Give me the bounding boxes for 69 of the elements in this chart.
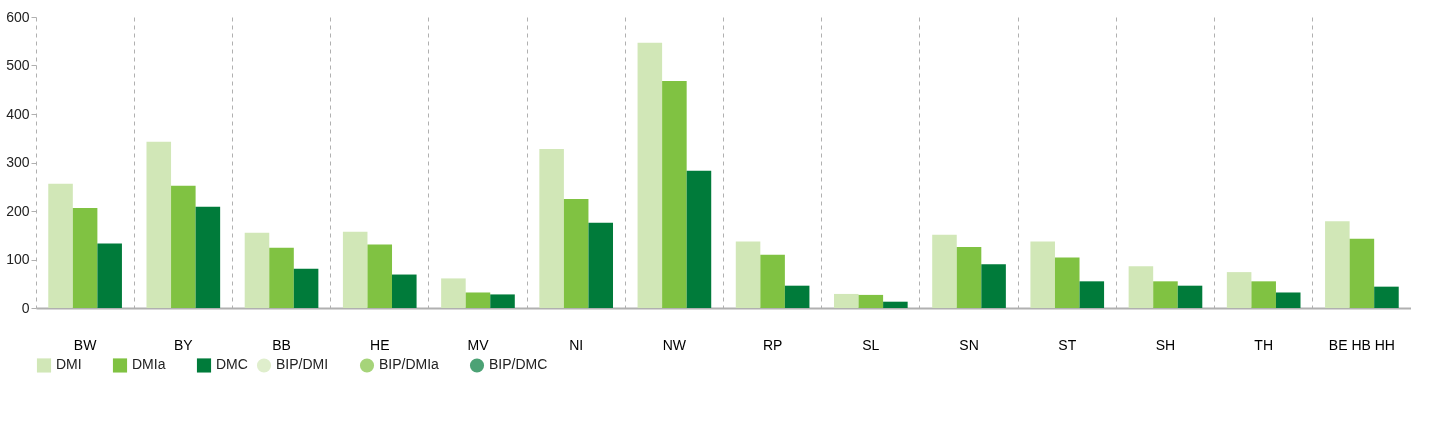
bar xyxy=(1275,292,1301,308)
x-tick-label: MV xyxy=(467,336,490,353)
bar xyxy=(760,254,785,308)
legend-label: BIP/DMIa xyxy=(379,356,440,373)
x-tick-label: RP xyxy=(762,336,783,353)
bar xyxy=(981,264,1006,308)
bar xyxy=(563,198,589,308)
bar xyxy=(932,234,957,308)
x-tick-label: SH xyxy=(1155,336,1176,353)
y-tick-label: 400 xyxy=(6,105,30,122)
y-tick-label: 300 xyxy=(6,154,30,170)
y-tick-label: 0 xyxy=(21,299,30,316)
bar xyxy=(539,148,564,308)
bar xyxy=(244,232,270,308)
x-tick-label: NW xyxy=(662,336,687,353)
bar xyxy=(662,81,687,308)
bar xyxy=(392,274,417,308)
bar xyxy=(195,206,221,308)
x-tick-label: NI xyxy=(569,336,584,353)
bar xyxy=(441,278,466,308)
bar xyxy=(171,185,196,308)
bar xyxy=(48,183,73,308)
legend-label: DMIa xyxy=(132,356,166,373)
y-tick-label: 600 xyxy=(6,8,30,25)
bar xyxy=(342,231,368,308)
x-tick-label: SL xyxy=(862,336,880,353)
bar xyxy=(956,246,982,308)
bar xyxy=(1374,286,1399,308)
bar xyxy=(883,301,908,308)
bar xyxy=(367,244,393,308)
bar xyxy=(97,243,122,308)
x-tick-label: BE HB HH xyxy=(1328,336,1395,353)
x-tick-label: BB xyxy=(272,336,291,353)
legend-label: BIP/DMC xyxy=(489,356,548,373)
bar xyxy=(1177,285,1203,308)
bar xyxy=(1325,221,1350,308)
y-tick-label: 200 xyxy=(6,202,30,219)
bar xyxy=(1251,281,1276,308)
bar xyxy=(637,42,663,308)
x-tick-label: BY xyxy=(173,336,194,353)
bar xyxy=(465,292,491,308)
y-tick-label: 100 xyxy=(6,251,30,267)
bar xyxy=(784,285,810,308)
bar xyxy=(686,170,712,308)
bar xyxy=(490,294,515,308)
bar xyxy=(1153,281,1178,308)
bar xyxy=(833,293,859,308)
x-tick-label: HE xyxy=(370,336,390,353)
bar xyxy=(858,294,884,308)
bar xyxy=(72,208,98,308)
bar xyxy=(1030,241,1055,308)
x-tick-label: ST xyxy=(1058,336,1077,353)
bar xyxy=(269,247,294,308)
bar xyxy=(1349,238,1375,308)
legend-label: DMC xyxy=(216,356,248,373)
bar xyxy=(735,241,761,308)
x-tick-label: SN xyxy=(959,336,979,353)
bar xyxy=(1079,281,1105,308)
bar xyxy=(1226,272,1252,308)
bar xyxy=(146,141,172,308)
bar xyxy=(588,222,614,308)
y-tick-label: 500 xyxy=(6,57,30,73)
x-tick-label: TH xyxy=(1254,336,1274,353)
x-tick-label: BW xyxy=(73,336,98,353)
legend-label: BIP/DMI xyxy=(276,356,329,373)
legend-label: DMI xyxy=(56,356,82,373)
bar xyxy=(293,268,319,308)
bar xyxy=(1128,266,1154,308)
bar xyxy=(1054,257,1080,308)
